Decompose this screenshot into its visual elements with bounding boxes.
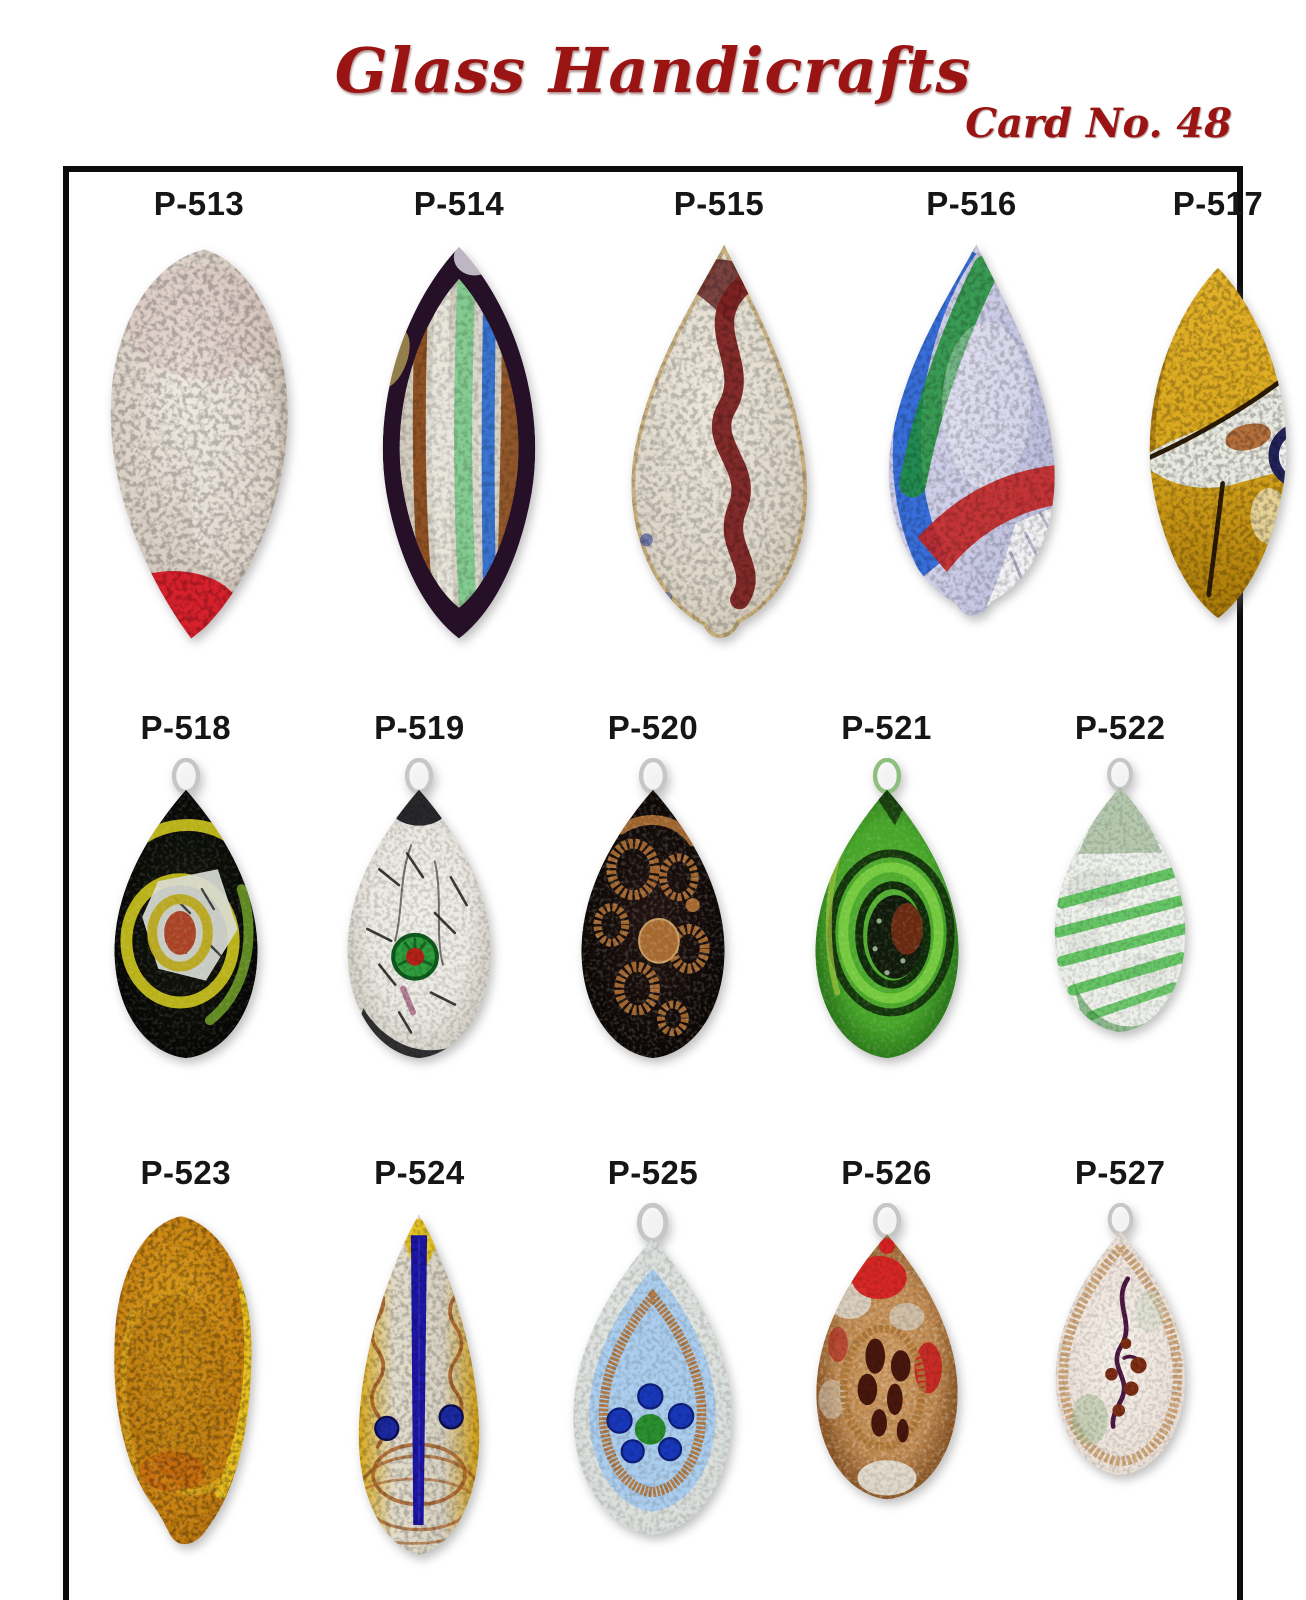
pendant-photo-p524 [304,1203,534,1595]
pendant-cell-p514: P-514 [329,172,589,696]
pendant-photo-p523 [75,1203,296,1559]
pendant-cell-p516: P-516 [849,172,1094,696]
pendant-code: P-519 [374,709,465,746]
pendant-photo-p527 [1030,1203,1211,1495]
pendant-cell-p521: P-521 [770,696,1004,1141]
pendant-photo-p522 [1028,758,1212,1052]
pendant-code: P-524 [374,1154,465,1191]
pendant-photo-p515 [589,234,849,654]
pendant-cell-p515: P-515 [589,172,849,696]
pendant-cell-p520: P-520 [536,696,770,1141]
pendant-cell-p525: P-525 [536,1141,770,1600]
pendant-code: P-526 [841,1154,932,1191]
pendant-photo-p520 [553,758,753,1080]
pendant-photo-p518 [86,758,286,1080]
pendant-code: P-521 [841,709,932,746]
pendant-code: P-518 [140,709,232,746]
pendant-code: P-513 [153,185,245,222]
catalog-row-2: P-518 P-519 P-520 P-521 P-522 [69,696,1237,1141]
pendant-code: P-516 [926,185,1017,222]
page-title: Glass Handicrafts [334,34,972,107]
catalog-row-3: P-523 P-524 P-525 P-526 P-527 [69,1141,1237,1600]
pendant-photo-p517 [1094,234,1306,632]
page-header: Glass Handicrafts Card No. 48 [0,0,1306,166]
pendant-code: P-514 [413,185,505,222]
pendant-cell-p524: P-524 [303,1141,537,1600]
pendant-cell-p527: P-527 [1003,1141,1237,1600]
pendant-cell-p519: P-519 [303,696,537,1141]
pendant-photo-p526 [788,1203,986,1521]
pendant-photo-p519 [319,758,519,1080]
pendant-code: P-525 [607,1154,699,1191]
pendant-cell-p518: P-518 [69,696,303,1141]
pendant-cell-p522: P-522 [1003,696,1237,1141]
pendant-cell-p513: P-513 [69,172,329,696]
pendant-photo-p516 [849,234,1094,664]
pendant-code: P-522 [1074,709,1166,746]
pendant-photo-p513 [69,234,329,654]
pendant-cell-p517: P-517 [1094,172,1306,696]
pendant-photo-p514 [329,234,589,654]
pendant-code: P-515 [673,185,765,222]
pendant-photo-p521 [787,758,987,1080]
pendant-cell-p526: P-526 [770,1141,1004,1600]
pendant-code: P-517 [1172,185,1264,222]
catalog-row-1: P-513 P-514 P-515 P-516 P-517 [69,172,1287,696]
pendant-photo-p525 [542,1203,763,1559]
pendant-cell-p523: P-523 [69,1141,303,1600]
pendant-code: P-523 [140,1154,232,1191]
pendant-code: P-520 [607,709,699,746]
catalog-frame: P-513 P-514 P-515 P-516 P-517 P-518 [63,166,1287,1600]
pendant-code: P-527 [1074,1154,1166,1191]
card-number: Card No. 48 [965,100,1232,147]
